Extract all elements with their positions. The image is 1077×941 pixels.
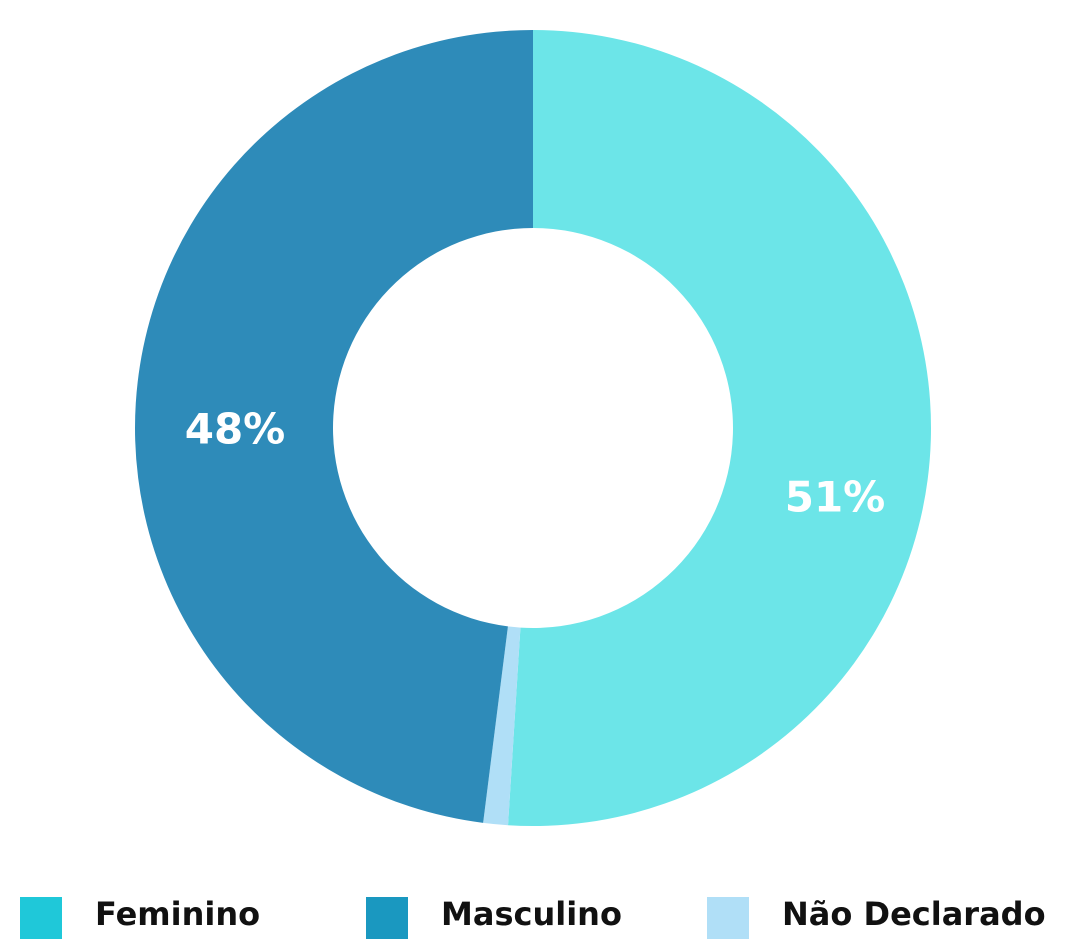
- legend-label: Masculino: [441, 895, 622, 933]
- legend-swatch: [366, 897, 408, 939]
- data-label: 48%: [185, 405, 286, 454]
- legend-swatch: [20, 897, 62, 939]
- legend-label: Não Declarado: [782, 895, 1046, 933]
- donut-slice: [483, 626, 521, 826]
- data-label: 51%: [785, 473, 886, 522]
- donut-slice: [134, 30, 534, 823]
- legend-swatch: [707, 897, 749, 939]
- donut-slice: [508, 30, 932, 826]
- legend-label: Feminino: [95, 895, 260, 933]
